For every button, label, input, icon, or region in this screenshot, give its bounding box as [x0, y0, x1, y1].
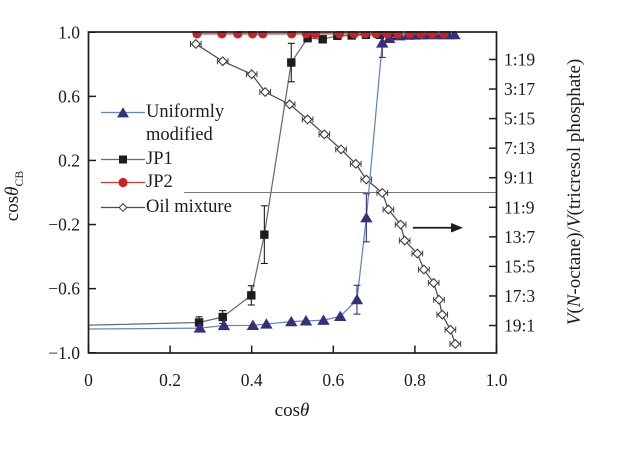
diamond-marker-icon [433, 294, 445, 305]
series-oil-mixture [190, 38, 462, 350]
circle-marker-icon [301, 31, 311, 39]
diamond-marker-icon [260, 86, 271, 98]
series-jp2 [192, 31, 449, 39]
triangle-marker-icon [317, 314, 330, 325]
circle-marker-icon [416, 31, 426, 39]
triangle-marker-icon [285, 315, 298, 327]
square-marker-icon [318, 35, 327, 44]
x-tick-label: 0.6 [322, 370, 344, 390]
diamond-marker-icon [437, 309, 448, 320]
y-right-tick-label: 3:17 [504, 79, 535, 99]
triangle-marker-icon [246, 319, 260, 330]
y-left-tick-label: 1.0 [58, 22, 80, 42]
y-left-tick-label: −0.6 [48, 279, 80, 299]
circle-marker-icon [404, 31, 415, 39]
diamond-marker-icon [418, 264, 429, 275]
circle-marker-icon [360, 31, 370, 39]
triangle-marker-icon [193, 322, 207, 333]
circle-marker-icon [233, 31, 243, 39]
diamond-marker-icon [246, 69, 257, 80]
triangle-marker-icon [299, 315, 313, 326]
diamond-marker-icon [450, 338, 461, 350]
x-tick-label: 1.0 [486, 370, 508, 390]
x-axis-title: cosθ [274, 400, 310, 421]
diamond-marker-icon [350, 158, 361, 169]
circle-marker-icon [310, 31, 320, 39]
y-right-tick-label: 17:3 [504, 286, 535, 306]
circle-marker-icon [371, 31, 381, 39]
diamond-marker-icon [395, 219, 406, 230]
square-marker-icon [287, 58, 296, 67]
circle-marker-icon [439, 31, 449, 39]
circle-marker-icon [334, 31, 345, 39]
circle-marker-icon [382, 31, 392, 39]
diamond-marker-icon [428, 277, 439, 288]
diamond-marker-icon [190, 38, 201, 50]
y-right-tick-label: 11:9 [504, 197, 535, 217]
series-uniformly-modified [88, 31, 461, 333]
diamond-marker-icon [335, 144, 347, 155]
square-marker-icon [260, 230, 269, 239]
triangle-marker-icon [376, 37, 389, 48]
y-axis-right-title: V(N-octane)/V(tricresol phosphate) [564, 58, 585, 326]
circle-marker-icon [287, 31, 297, 39]
diamond-marker-icon [383, 204, 394, 215]
circle-marker-icon [217, 31, 227, 39]
square-marker-icon [247, 291, 256, 300]
series-line [88, 34, 455, 330]
y-left-tick-label: 0.6 [58, 86, 80, 106]
triangle-marker-icon [350, 293, 364, 305]
circle-marker-icon [247, 31, 258, 39]
series-line [88, 34, 394, 326]
series-line [195, 43, 456, 345]
diamond-marker-icon [302, 114, 313, 125]
diamond-marker-icon [377, 187, 388, 198]
square-marker-icon [218, 312, 227, 322]
y-right-tick-label: 1:19 [504, 49, 535, 69]
triangle-marker-icon [334, 310, 347, 321]
y-left-tick-label: −1.0 [48, 343, 80, 363]
y-right-tick-label: 7:13 [504, 138, 535, 158]
y-left-tick-label: −0.2 [48, 215, 80, 235]
y-right-tick-label: 15:5 [504, 256, 535, 276]
circle-marker-icon [393, 31, 403, 39]
y-axis-left-title: cosθCB [2, 170, 26, 222]
triangle-marker-icon [448, 31, 461, 40]
plot-frame [87, 31, 498, 354]
triangle-marker-icon [260, 318, 273, 329]
diamond-marker-icon [217, 56, 228, 67]
y-right-tick-label: 5:15 [504, 109, 535, 129]
square-marker-icon [194, 318, 204, 327]
x-tick-label: 0.2 [159, 370, 181, 390]
series-group [88, 31, 462, 350]
triangle-marker-icon [217, 319, 231, 331]
x-tick-label: 0.4 [241, 370, 263, 390]
square-marker-icon [389, 31, 398, 40]
circle-marker-icon [192, 31, 202, 39]
diamond-marker-icon [399, 235, 410, 246]
y-left-tick-label: 0.2 [58, 150, 80, 170]
triangle-marker-icon [360, 212, 373, 223]
y-right-tick-label: 13:7 [504, 227, 535, 247]
x-tick-label: 0 [84, 370, 93, 390]
circle-marker-icon [427, 31, 438, 39]
circle-marker-icon [258, 31, 268, 39]
diamond-marker-icon [319, 129, 330, 140]
circle-marker-icon [349, 31, 359, 39]
right-axis-arrow-head [451, 222, 464, 233]
diamond-marker-icon [412, 248, 423, 259]
y-right-tick-label: 19:1 [504, 316, 535, 336]
series-jp1 [88, 31, 398, 329]
y-right-tick-label: 9:11 [504, 168, 534, 188]
x-tick-label: 0.8 [404, 370, 426, 390]
diamond-marker-icon [361, 174, 372, 185]
diamond-marker-icon [445, 324, 456, 335]
diamond-marker-icon [284, 99, 295, 110]
